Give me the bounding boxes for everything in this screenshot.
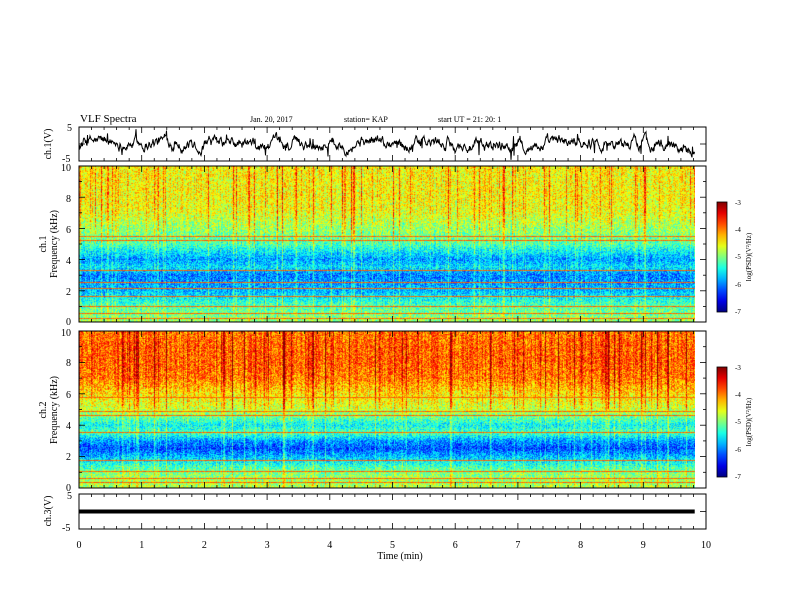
ch2-colorbar-tick-m3: -3 (735, 364, 741, 372)
ch1-colorbar-tick-m7: -7 (735, 308, 741, 316)
x-tick-label: 10 (701, 540, 711, 551)
ch2-spectrogram-ticks (78, 330, 707, 489)
ch1-ytick-2: 2 (66, 287, 71, 298)
x-tick-label: 0 (77, 540, 82, 551)
x-axis-label: Time (min) (377, 551, 422, 562)
ch2-spectrogram-ylabel-channel: ch.2 (38, 402, 49, 419)
x-tick-label: 8 (578, 540, 583, 551)
ch2-ytick-8: 8 (66, 358, 71, 369)
ch2-colorbar-tick-m6: -6 (735, 446, 741, 454)
ch2-colorbar-gradient (716, 366, 728, 478)
ch2-colorbar-label: log(PSD)(V²/Hz) (745, 397, 753, 446)
ch1-ytick-0: 0 (66, 317, 71, 328)
ch1-ytick-10: 10 (61, 163, 71, 174)
ch1-waveform-panel: 5 -5 ch.1(V) (43, 123, 707, 165)
ch1-colorbar-gradient (716, 201, 728, 313)
ch3-waveform-ylabel: ch.3(V) (43, 496, 54, 527)
x-tick-label: 1 (139, 540, 144, 551)
ch1-waveform-ylabel: ch.1(V) (43, 129, 54, 160)
ch1-ytick-bottom: -5 (62, 154, 70, 165)
ch1-spectrogram-panel: 0 2 4 6 8 10 ch.1 Frequency (kHz) (38, 163, 707, 328)
ch2-spectrogram-image (79, 331, 695, 488)
ch1-spectrogram-ylabel-frequency: Frequency (kHz) (49, 210, 60, 278)
ch1-waveform-ticks (78, 126, 707, 162)
ch2-colorbar-tick-m5: -5 (735, 418, 741, 426)
ch3-waveform-ticks (78, 493, 707, 530)
ch2-ytick-4: 4 (66, 421, 71, 432)
start-time-label: start UT = 21: 20: 1 (438, 115, 501, 124)
ch3-ytick-bottom: -5 (62, 523, 70, 534)
ch1-spectrogram-image (79, 166, 695, 322)
ch1-colorbar-tick-m4: -4 (735, 226, 741, 234)
x-tick-label: 3 (265, 540, 270, 551)
ch1-ytick-4: 4 (66, 256, 71, 267)
ch1-ytick-8: 8 (66, 194, 71, 205)
ch3-ytick-top: 5 (67, 491, 72, 502)
x-tick-label: 2 (202, 540, 207, 551)
ch1-colorbar-tick-m3: -3 (735, 199, 741, 207)
ch2-ytick-2: 2 (66, 452, 71, 463)
ch1-colorbar-tick-m6: -6 (735, 281, 741, 289)
ch2-ytick-6: 6 (66, 390, 71, 401)
ch1-colorbar: -3 -4 -5 -6 -7 log(PSD)(V²/Hz) (716, 199, 753, 316)
date-label: Jan. 20, 2017 (250, 115, 293, 124)
figure-title: VLF Spectra (80, 113, 137, 125)
ch2-ytick-10: 10 (61, 328, 71, 339)
ch1-spectrogram-ylabel-channel: ch.1 (38, 236, 49, 253)
ch2-colorbar: -3 -4 -5 -6 -7 log(PSD)(V²/Hz) (716, 364, 753, 481)
x-tick-label: 5 (390, 540, 395, 551)
ch1-ytick-6: 6 (66, 225, 71, 236)
station-label: station= KAP (344, 115, 388, 124)
ch1-waveform-trace (78, 129, 695, 160)
ch2-colorbar-tick-m7: -7 (735, 473, 741, 481)
x-tick-label: 7 (515, 540, 520, 551)
ch2-spectrogram-panel: 0 2 4 6 8 10 ch.2 Frequency (kHz) (38, 328, 707, 494)
ch2-ytick-0: 0 (66, 483, 71, 494)
ch1-colorbar-tick-m5: -5 (735, 253, 741, 261)
ch3-waveform-panel: 5 -5 ch.3(V) (43, 491, 707, 534)
ch2-spectrogram-ylabel-frequency: Frequency (kHz) (49, 376, 60, 444)
x-tick-label: 4 (327, 540, 332, 551)
ch1-ytick-top: 5 (67, 123, 72, 134)
ch1-spectrogram-ticks (78, 165, 707, 323)
x-axis-tick-labels: 0 1 2 3 4 5 6 7 8 9 10 (77, 540, 712, 551)
x-tick-label: 9 (641, 540, 646, 551)
x-tick-label: 6 (453, 540, 458, 551)
ch2-colorbar-tick-m4: -4 (735, 391, 741, 399)
ch1-colorbar-label: log(PSD)(V²/Hz) (745, 232, 753, 281)
